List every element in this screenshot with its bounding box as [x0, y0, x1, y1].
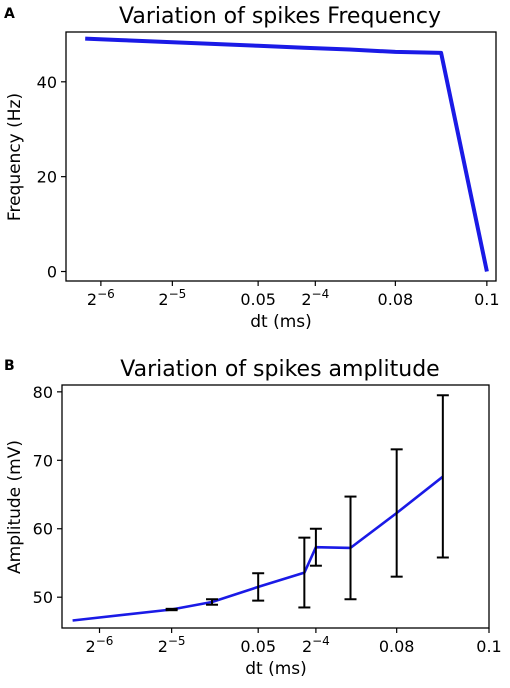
- y-tick-label: 50: [33, 588, 53, 607]
- panel-a-x-axis-label: dt (ms): [250, 312, 312, 332]
- x-tick-label: 2−6: [86, 634, 114, 656]
- panel-a-x-axis: 2−6 2−5 0.05 2−4 0.08 0.1: [87, 281, 500, 309]
- x-tick-label: 0.1: [476, 637, 501, 656]
- y-tick-label: 60: [33, 520, 53, 539]
- error-bar: [344, 495, 357, 601]
- y-tick-label: 80: [33, 383, 53, 402]
- error-bar: [165, 607, 178, 612]
- x-tick-label: 0.05: [240, 290, 276, 309]
- error-bar: [309, 527, 322, 567]
- panel-a-letter: A: [4, 6, 15, 22]
- y-tick-label: 20: [37, 168, 57, 187]
- panel-a-title: Variation of spikes Frequency: [119, 4, 441, 29]
- panel-a-plot-area: [65, 31, 497, 282]
- error-bar: [298, 536, 311, 609]
- panel-b-plot-area: [61, 384, 490, 629]
- x-tick-label: 2−6: [87, 287, 115, 309]
- x-tick-label: 2−4: [301, 287, 329, 309]
- panel-b-letter: B: [4, 358, 15, 374]
- x-tick-label: 2−4: [302, 634, 330, 656]
- panel-b-y-axis: 50 60 70 80: [33, 383, 62, 607]
- y-tick-label: 40: [37, 73, 57, 92]
- panel-b-x-axis: 2−6 2−5 0.05 2−4 0.08 0.1: [86, 628, 502, 656]
- panel-b-title: Variation of spikes amplitude: [120, 357, 439, 382]
- x-tick-label: 2−5: [158, 287, 186, 309]
- panel-b-y-axis-label: Amplitude (mV): [5, 440, 25, 574]
- panel-a-y-axis-label: Frequency (Hz): [5, 93, 25, 221]
- series-line: [85, 36, 489, 272]
- x-tick-label: 2−5: [158, 634, 186, 656]
- panel-b-x-axis-label: dt (ms): [245, 659, 307, 679]
- panel-a-series: [85, 36, 489, 272]
- y-tick-label: 70: [33, 451, 53, 470]
- error-bar: [390, 448, 403, 578]
- panel-a-chart: A Variation of spikes Frequency 2−6 2−5 0.…: [4, 4, 500, 332]
- panel-b-series: [72, 394, 449, 622]
- error-bar: [206, 598, 219, 606]
- panel-a-y-axis: 0 20 40: [37, 73, 66, 282]
- x-tick-label: 0.08: [379, 637, 415, 656]
- x-tick-label: 0.08: [378, 290, 414, 309]
- error-bar: [436, 394, 449, 559]
- x-tick-label: 0.1: [474, 290, 499, 309]
- y-tick-label: 0: [47, 263, 57, 282]
- error-bar: [252, 572, 265, 602]
- x-tick-label: 0.05: [240, 637, 276, 656]
- panel-b-chart: B Variation of spikes amplitude 2−6 2−5 0.…: [4, 357, 502, 679]
